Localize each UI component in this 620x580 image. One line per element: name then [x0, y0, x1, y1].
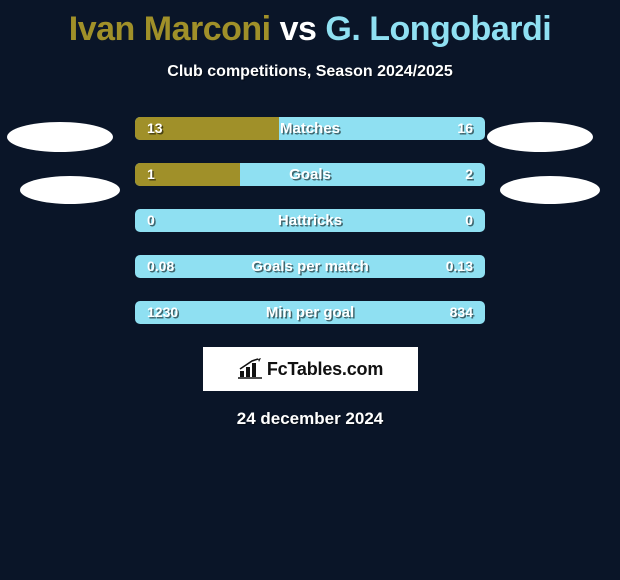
stat-right-value: 0.13 [446, 255, 473, 278]
stat-label: Hattricks [135, 209, 485, 232]
stat-right-value: 16 [457, 117, 473, 140]
stat-rows: 13Matches16 1Goals2 0Hattricks0 0.08Goals p… [135, 117, 485, 324]
fctables-branding: FcTables.com [203, 347, 418, 391]
player2-name: G. Longobardi [325, 10, 551, 48]
stat-row: 1Goals2 [135, 163, 485, 186]
side-ellipse [487, 122, 593, 152]
comparison-title: Ivan Marconi vs G. Longobardi [0, 0, 620, 49]
side-ellipse [20, 176, 120, 204]
bar-chart-icon [237, 358, 263, 380]
vs-text: vs [280, 10, 317, 48]
stat-label: Goals per match [135, 255, 485, 278]
stat-right-value: 834 [450, 301, 473, 324]
stat-right-value: 2 [465, 163, 473, 186]
stat-right-value: 0 [465, 209, 473, 232]
date-text: 24 december 2024 [0, 409, 620, 429]
side-ellipse [7, 122, 113, 152]
stat-row: 1230Min per goal834 [135, 301, 485, 324]
stat-label: Min per goal [135, 301, 485, 324]
stat-row: 13Matches16 [135, 117, 485, 140]
subtitle: Club competitions, Season 2024/2025 [0, 63, 620, 81]
stat-label: Matches [135, 117, 485, 140]
stat-row: 0.08Goals per match0.13 [135, 255, 485, 278]
stat-label: Goals [135, 163, 485, 186]
stat-row: 0Hattricks0 [135, 209, 485, 232]
player1-name: Ivan Marconi [69, 10, 271, 48]
fctables-text: FcTables.com [267, 359, 383, 380]
side-ellipse [500, 176, 600, 204]
